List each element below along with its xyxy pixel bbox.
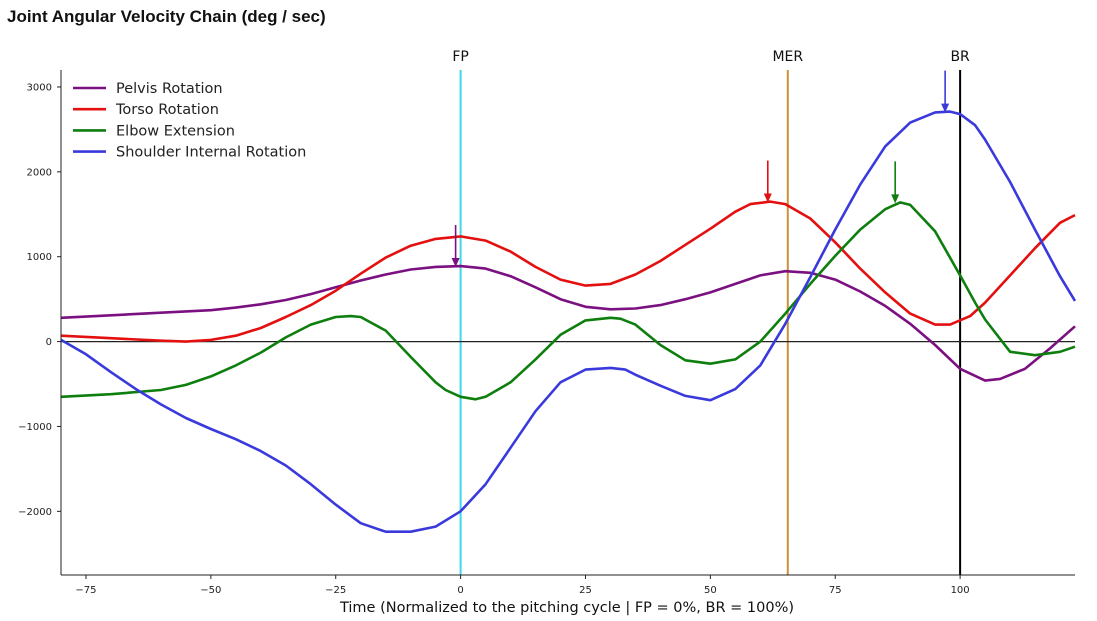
x-tick-label: −75: [75, 585, 96, 596]
x-tick-label: −25: [325, 585, 346, 596]
series-line-elbow-extension: [60, 201, 1076, 401]
legend-label-pelvis-rotation: Pelvis Rotation: [116, 81, 223, 97]
legend-label-torso-rotation: Torso Rotation: [115, 102, 219, 118]
x-tick-label: 50: [704, 585, 717, 596]
peak-arrow-shoulder-internal-rotation: [941, 70, 950, 113]
x-axis-label: Time (Normalized to the pitching cycle |…: [339, 600, 794, 616]
peak-arrow-head: [763, 193, 772, 203]
series-line-torso-rotation: [60, 200, 1076, 343]
event-label-fp: FP: [452, 49, 469, 65]
y-tick-label: 0: [46, 337, 52, 348]
peak-arrow-head: [451, 258, 460, 268]
chart-title: Joint Angular Velocity Chain (deg / sec): [7, 7, 326, 26]
y-tick-label: 2000: [27, 167, 52, 178]
x-tick-label: 25: [579, 585, 592, 596]
y-tick-label: 1000: [27, 252, 52, 263]
peak-arrow-pelvis-rotation: [451, 225, 460, 268]
peak-arrow-head: [941, 103, 950, 113]
x-tick-label: −50: [200, 585, 221, 596]
peak-arrow-elbow-extension: [891, 161, 900, 204]
y-tick-label: −2000: [18, 507, 52, 518]
x-tick-label: 75: [829, 585, 842, 596]
x-tick-label: 100: [951, 585, 970, 596]
legend: Pelvis Rotation Torso Rotation Elbow Exten…: [73, 81, 306, 161]
legend-label-elbow-extension: Elbow Extension: [116, 123, 235, 139]
x-tick-label: 0: [457, 585, 463, 596]
series-line-pelvis-rotation: [60, 264, 1076, 382]
y-tick-label: 3000: [27, 82, 52, 93]
series-line-shoulder-internal-rotation: [60, 110, 1077, 534]
peak-markers: [451, 70, 950, 268]
peak-arrow-head: [891, 194, 900, 204]
event-lines: FP MER BR: [452, 49, 970, 575]
peak-arrow-torso-rotation: [763, 160, 772, 203]
series-lines: [60, 110, 1077, 534]
legend-label-shoulder-internal-rotation: Shoulder Internal Rotation: [116, 145, 306, 161]
event-label-mer: MER: [772, 49, 803, 65]
y-tick-label: −1000: [18, 422, 52, 433]
event-label-br: BR: [950, 49, 970, 65]
axes: −75 −50 −25 0 25 50 75 100 −2000 −1000 0 1000 2000 30…: [18, 70, 1075, 596]
